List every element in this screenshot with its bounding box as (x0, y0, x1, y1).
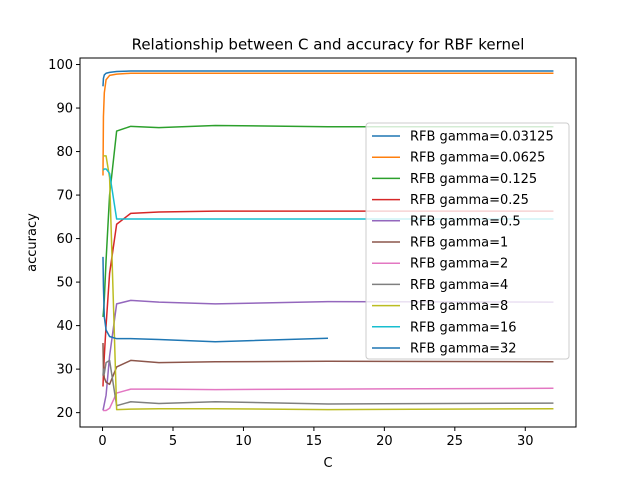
series-line-7 (102, 359, 554, 407)
y-axis-title: accuracy (25, 213, 40, 272)
plot-area (79, 57, 577, 428)
y-tick-label-0: 20 (56, 406, 73, 421)
x-tick-label-5: 25 (447, 434, 464, 449)
y-tick-label-8: 100 (48, 58, 73, 73)
series-line-4 (102, 299, 554, 411)
y-tick-label-4: 60 (56, 232, 73, 247)
legend-label-10: RFB gamma=32 (410, 342, 517, 357)
series-layer (102, 70, 554, 412)
legend-label-5: RFB gamma=1 (410, 236, 508, 251)
y-tick-label-5: 70 (56, 189, 73, 204)
x-tick-label-0: 0 (98, 434, 106, 449)
legend-label-3: RFB gamma=0.25 (410, 193, 529, 208)
series-line-10 (102, 256, 329, 343)
y-tick-label-7: 90 (56, 102, 73, 117)
legend: RFB gamma=0.03125 RFB gamma=0.0625 RFB gam… (365, 122, 570, 360)
y-tick-label-3: 50 (56, 276, 73, 291)
legend-items: RFB gamma=0.03125 RFB gamma=0.0625 RFB gam… (372, 130, 554, 357)
x-tick-label-6: 30 (517, 434, 534, 449)
legend-label-7: RFB gamma=4 (410, 278, 508, 293)
series-line-1 (102, 72, 554, 176)
x-tick-label-4: 20 (376, 434, 393, 449)
y-axis: 20 30 40 50 60 70 80 90 100 (48, 58, 80, 421)
legend-label-9: RFB gamma=16 (410, 320, 517, 335)
legend-label-0: RFB gamma=0.03125 (410, 130, 554, 145)
plot-frame (79, 57, 577, 428)
legend-label-2: RFB gamma=0.125 (410, 172, 537, 187)
y-tick-label-1: 30 (56, 363, 73, 378)
series-line-6 (102, 387, 554, 412)
legend-label-6: RFB gamma=2 (410, 257, 508, 272)
legend-label-4: RFB gamma=0.5 (410, 214, 521, 229)
x-tick-label-3: 15 (306, 434, 323, 449)
series-line-0 (102, 70, 554, 87)
legend-box (365, 122, 570, 360)
x-tick-label-2: 10 (235, 434, 252, 449)
x-tick-label-1: 5 (169, 434, 177, 449)
y-tick-label-6: 80 (56, 145, 73, 160)
legend-label-8: RFB gamma=8 (410, 299, 508, 314)
legend-label-1: RFB gamma=0.0625 (410, 151, 545, 166)
y-tick-label-2: 40 (56, 319, 73, 334)
chart-title: Relationship between C and accuracy for … (132, 36, 525, 54)
x-axis: 0 5 10 15 20 25 30 (98, 427, 534, 449)
x-axis-title: C (323, 456, 332, 471)
series-line-9 (102, 168, 554, 220)
series-line-8 (102, 155, 554, 411)
series-line-5 (102, 343, 554, 386)
